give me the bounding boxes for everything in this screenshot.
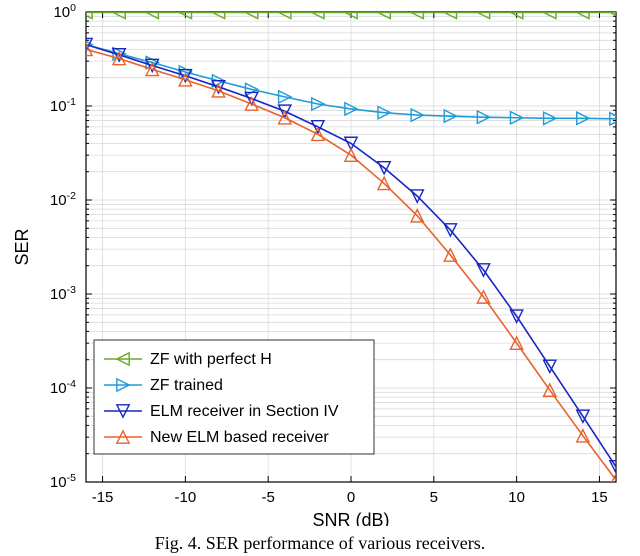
svg-text:ZF with perfect H: ZF with perfect H (150, 351, 272, 368)
svg-text:-5: -5 (262, 489, 275, 506)
svg-text:10: 10 (508, 489, 525, 506)
figure-caption: Fig. 4. SER performance of various recei… (0, 533, 640, 554)
svg-text:SER: SER (12, 228, 32, 265)
svg-text:ELM receiver in Section IV: ELM receiver in Section IV (150, 403, 339, 420)
svg-text:0: 0 (347, 489, 355, 506)
svg-text:ZF trained: ZF trained (150, 377, 223, 394)
svg-text:5: 5 (430, 489, 438, 506)
svg-text:-15: -15 (92, 489, 114, 506)
svg-text:-10: -10 (175, 489, 197, 506)
svg-text:SNR (dB): SNR (dB) (312, 510, 389, 526)
svg-text:15: 15 (591, 489, 608, 506)
svg-text:New ELM based receiver: New ELM based receiver (150, 429, 329, 446)
figure: -15-10-505101510-510-410-310-210-1100SNR… (0, 0, 640, 556)
ser-chart: -15-10-505101510-510-410-310-210-1100SNR… (0, 0, 640, 526)
